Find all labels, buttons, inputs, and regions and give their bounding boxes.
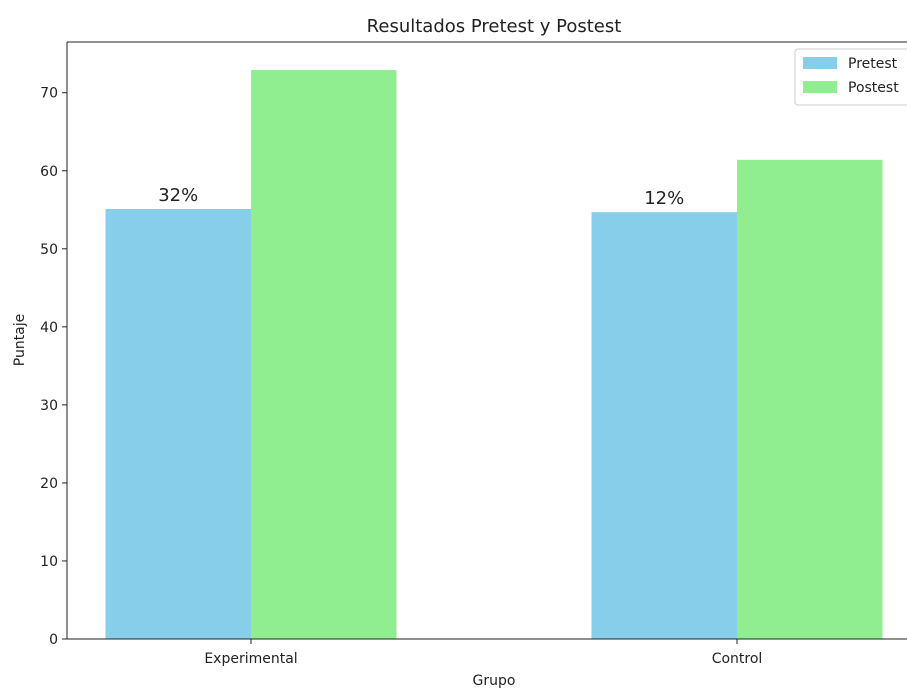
bar-postest-experimental — [251, 70, 397, 639]
x-tick-label-control: Control — [712, 651, 763, 667]
legend: Pretest Postest — [794, 48, 907, 106]
y-tick-label: 10 — [40, 554, 58, 570]
legend-label-pretest: Pretest — [848, 56, 898, 72]
bars-group — [105, 70, 883, 640]
bar-pretest-control — [591, 212, 737, 639]
legend-label-postest: Postest — [848, 80, 899, 96]
x-tick-label-experimental: Experimental — [204, 651, 297, 667]
y-tick-label: 30 — [40, 398, 58, 414]
data-label-experimental: 32% — [158, 185, 198, 206]
data-labels-group: 32% 12% — [158, 185, 684, 209]
x-axis-label: Grupo — [473, 673, 516, 688]
y-tick-label: 60 — [40, 164, 58, 180]
y-tick-label: 20 — [40, 476, 58, 492]
legend-swatch-postest — [803, 81, 837, 93]
y-tick-label: 70 — [40, 86, 58, 102]
y-tick-label: 40 — [40, 320, 58, 336]
bar-pretest-experimental — [105, 209, 251, 640]
legend-swatch-pretest — [803, 57, 837, 69]
y-axis-label: Puntaje — [12, 314, 28, 367]
y-tick-label: 50 — [40, 242, 58, 258]
chart-title: Resultados Pretest y Postest — [367, 16, 622, 37]
y-axis-ticks: 0 10 20 30 40 50 60 70 — [40, 86, 67, 648]
data-label-control: 12% — [644, 188, 684, 209]
x-axis-ticks: Experimental Control — [204, 639, 762, 667]
bar-postest-control — [737, 159, 883, 639]
y-tick-label: 0 — [49, 632, 58, 648]
